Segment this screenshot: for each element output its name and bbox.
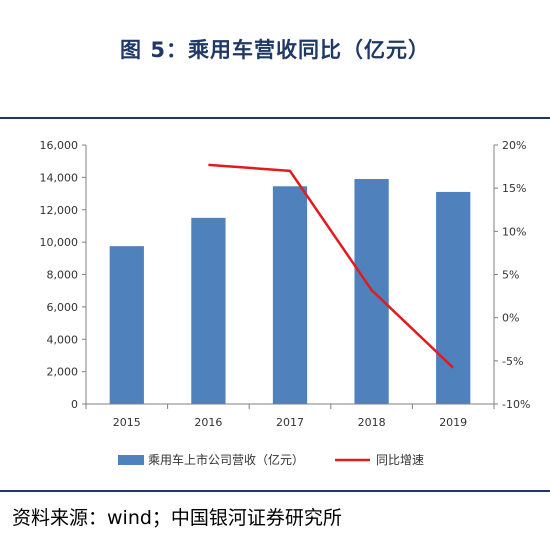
bar-2017 xyxy=(272,186,308,404)
left-tick-label: 0 xyxy=(71,398,78,411)
left-tick-label: 10,000 xyxy=(40,236,79,249)
left-tick-label: 12,000 xyxy=(40,204,79,217)
x-tick-label: 2016 xyxy=(194,416,222,429)
x-tick-label: 2015 xyxy=(113,416,141,429)
right-tick-label: -10% xyxy=(502,398,530,411)
bar-2016 xyxy=(191,217,226,404)
x-tick-label: 2019 xyxy=(439,416,467,429)
growth-line xyxy=(208,163,455,369)
legend: 乘用车上市公司营收（亿元） 同比增速 xyxy=(118,452,424,467)
left-tick-label: 14,000 xyxy=(40,171,79,184)
page-title: 图 5：乘用车营收同比（亿元） xyxy=(120,38,430,62)
bar-series xyxy=(109,178,471,404)
right-tick-label: -5% xyxy=(502,355,523,368)
left-axis-ticks: 0 2,000 4,000 6,000 8,000 10,000 12,000 14,000 1… xyxy=(40,139,86,411)
bar-2015 xyxy=(109,246,144,404)
right-tick-label: 5% xyxy=(502,269,519,282)
legend-bar-swatch xyxy=(118,455,144,465)
left-tick-label: 8,000 xyxy=(47,269,79,282)
right-tick-label: 20% xyxy=(502,139,526,152)
left-tick-label: 6,000 xyxy=(47,301,79,314)
chart: 0 2,000 4,000 6,000 8,000 10,000 12,000 14,000 1… xyxy=(40,139,531,467)
legend-bar-label: 乘用车上市公司营收（亿元） xyxy=(148,452,304,467)
top-divider xyxy=(0,117,550,119)
left-tick-label: 4,000 xyxy=(47,333,79,346)
right-tick-label: 10% xyxy=(502,225,526,238)
source-note: 资料来源：wind；中国银河证券研究所 xyxy=(12,507,342,529)
x-axis-labels: 2015 2016 2017 2018 2019 xyxy=(113,416,467,429)
legend-line-label: 同比增速 xyxy=(376,453,424,467)
right-tick-label: 0% xyxy=(502,312,519,325)
x-tick-label: 2018 xyxy=(358,416,386,429)
left-tick-label: 2,000 xyxy=(47,366,79,379)
right-tick-label: 15% xyxy=(502,182,526,195)
bar-2019 xyxy=(436,191,471,404)
axes xyxy=(85,145,495,409)
right-axis-ticks: -10% -5% 0% 5% 10% 15% 20% xyxy=(494,139,530,411)
x-tick-label: 2017 xyxy=(276,416,304,429)
line-series xyxy=(208,163,455,369)
left-tick-label: 16,000 xyxy=(40,139,79,152)
bottom-divider xyxy=(0,490,550,492)
